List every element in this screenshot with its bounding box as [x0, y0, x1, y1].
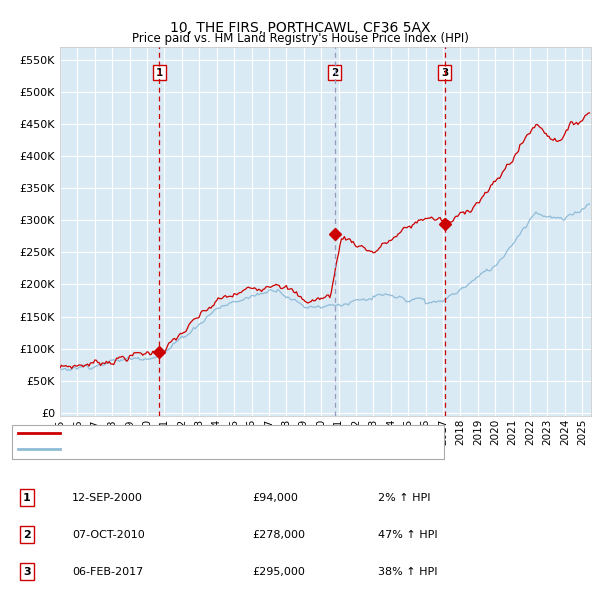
- Text: 2% ↑ HPI: 2% ↑ HPI: [378, 493, 431, 503]
- Text: £278,000: £278,000: [252, 529, 305, 539]
- Text: HPI: Average price, detached house, Bridgend: HPI: Average price, detached house, Brid…: [69, 444, 321, 454]
- Text: 10, THE FIRS, PORTHCAWL, CF36 5AX (detached house): 10, THE FIRS, PORTHCAWL, CF36 5AX (detac…: [69, 428, 374, 438]
- Text: 07-OCT-2010: 07-OCT-2010: [72, 529, 145, 539]
- Text: 3: 3: [441, 68, 448, 78]
- Text: £295,000: £295,000: [252, 566, 305, 576]
- Text: 1: 1: [156, 68, 163, 78]
- Text: 2: 2: [23, 529, 31, 539]
- Text: 47% ↑ HPI: 47% ↑ HPI: [378, 529, 437, 539]
- Text: 2: 2: [331, 68, 338, 78]
- Text: 1: 1: [23, 493, 31, 503]
- Text: 10, THE FIRS, PORTHCAWL, CF36 5AX: 10, THE FIRS, PORTHCAWL, CF36 5AX: [170, 21, 430, 35]
- Text: 12-SEP-2000: 12-SEP-2000: [72, 493, 143, 503]
- Text: 38% ↑ HPI: 38% ↑ HPI: [378, 566, 437, 576]
- Text: 06-FEB-2017: 06-FEB-2017: [72, 566, 143, 576]
- Text: Price paid vs. HM Land Registry's House Price Index (HPI): Price paid vs. HM Land Registry's House …: [131, 32, 469, 45]
- Text: £94,000: £94,000: [252, 493, 298, 503]
- FancyBboxPatch shape: [12, 425, 444, 459]
- Text: 3: 3: [23, 566, 31, 576]
